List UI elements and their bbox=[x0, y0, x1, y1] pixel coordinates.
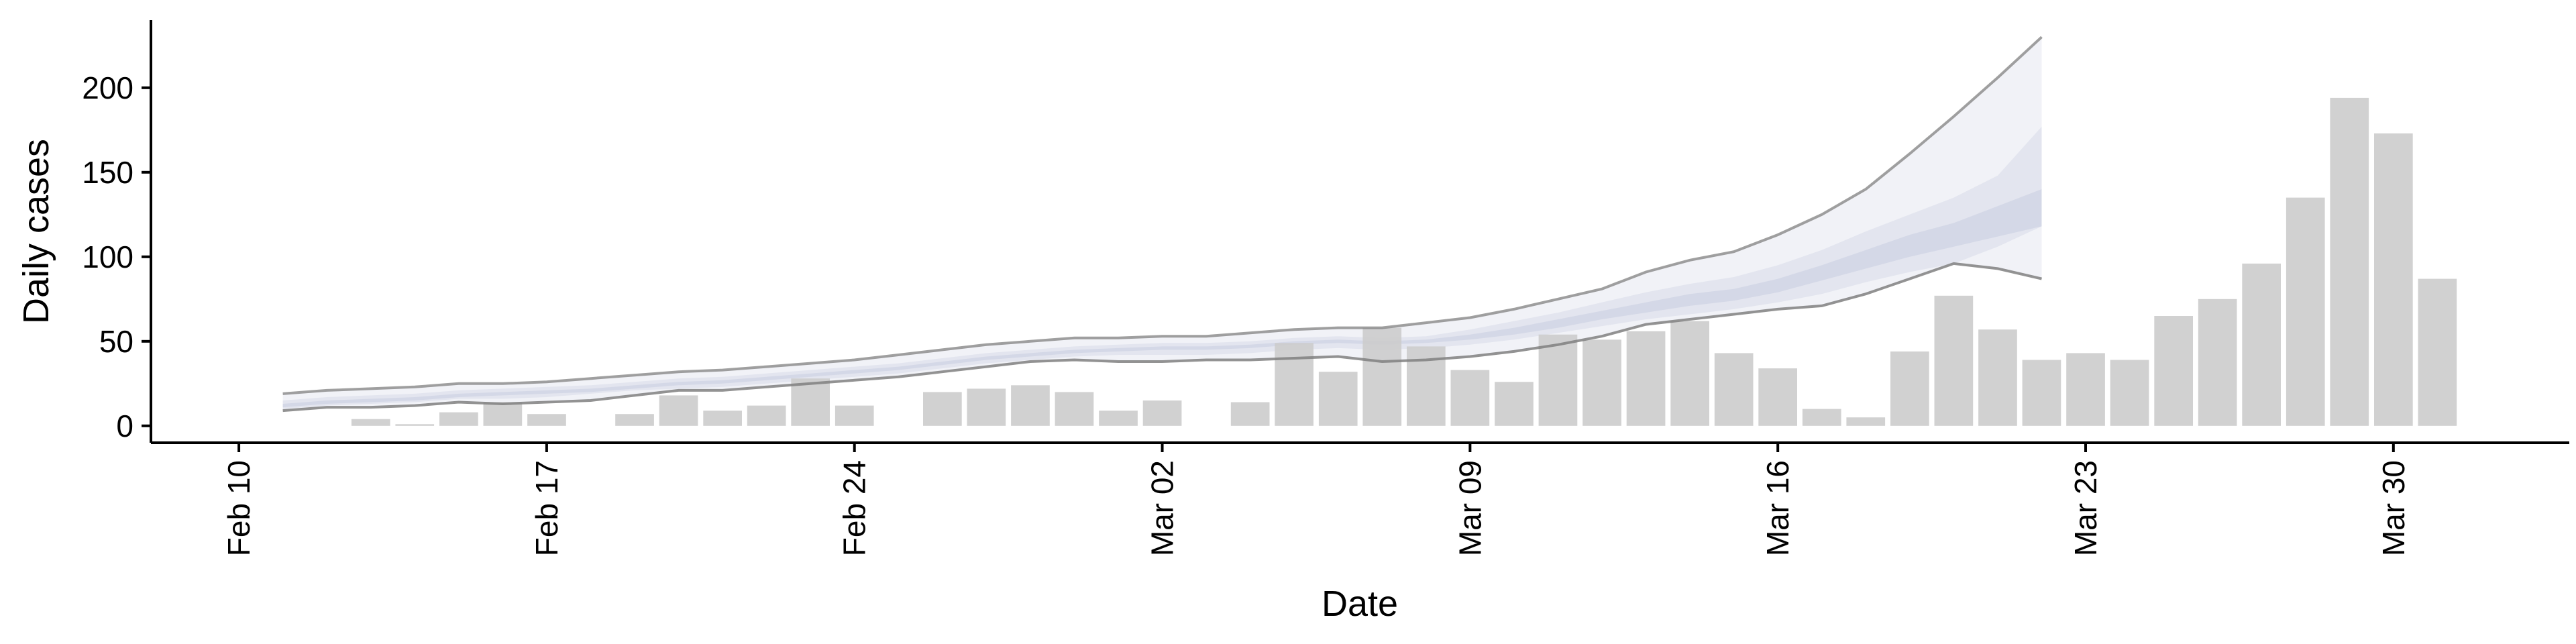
case-bar bbox=[439, 412, 478, 426]
case-bar bbox=[1538, 334, 1578, 426]
case-bar bbox=[1846, 417, 1886, 426]
case-bar bbox=[1318, 372, 1358, 426]
case-bar bbox=[527, 414, 566, 426]
case-bar bbox=[967, 388, 1006, 426]
case-bar bbox=[1275, 343, 1313, 426]
case-bar bbox=[1142, 400, 1182, 426]
x-ticks: Feb 10 Feb 17 Feb 24 Mar 02 Mar 09 Mar 16 Mar … bbox=[221, 443, 2411, 556]
band-50-interval bbox=[282, 126, 2042, 409]
x-tick-label: Mar 23 bbox=[2068, 460, 2103, 556]
y-tick-label: 0 bbox=[116, 409, 133, 443]
band-20-interval bbox=[282, 189, 2042, 408]
case-bar bbox=[2154, 316, 2193, 426]
case-bar bbox=[659, 395, 698, 426]
x-tick-label: Mar 09 bbox=[1452, 460, 1487, 556]
case-bar bbox=[2330, 97, 2369, 426]
case-bar bbox=[703, 411, 742, 426]
case-bar bbox=[2286, 197, 2325, 426]
estimate-bands bbox=[282, 37, 2042, 411]
case-bar bbox=[1055, 392, 1094, 426]
case-bar bbox=[791, 378, 830, 426]
x-tick-label: Feb 17 bbox=[529, 460, 564, 556]
y-ticks: 0 50 100 150 200 bbox=[82, 70, 151, 443]
case-bar bbox=[395, 424, 435, 426]
case-bar bbox=[1582, 339, 1621, 426]
case-bar bbox=[923, 392, 962, 426]
case-bar bbox=[1670, 321, 1709, 426]
x-tick-label: Mar 16 bbox=[1760, 460, 1795, 556]
case-bar bbox=[2110, 360, 2149, 426]
y-tick-label: 200 bbox=[82, 70, 133, 105]
case-bar bbox=[1495, 382, 1534, 426]
x-tick-label: Feb 10 bbox=[221, 460, 256, 556]
case-bar bbox=[1714, 353, 1754, 426]
case-bar bbox=[1934, 295, 1974, 426]
case-bar bbox=[1758, 368, 1797, 426]
case-bar bbox=[2374, 133, 2413, 426]
x-tick-label: Mar 30 bbox=[2376, 460, 2411, 556]
case-bar bbox=[1626, 331, 1666, 426]
case-bar bbox=[1802, 409, 1841, 426]
case-bars bbox=[351, 97, 2457, 426]
case-bar bbox=[483, 402, 523, 426]
case-bar bbox=[1099, 411, 1138, 426]
case-bar bbox=[1450, 370, 1490, 426]
case-bar bbox=[1978, 329, 2017, 426]
x-axis-title: Date bbox=[1322, 584, 1398, 624]
case-bar bbox=[615, 414, 654, 426]
y-axis-title: Daily cases bbox=[16, 139, 56, 324]
case-bar bbox=[2242, 263, 2281, 426]
case-bar bbox=[1011, 385, 1050, 426]
lower-bound-line bbox=[282, 262, 2042, 413]
x-tick-label: Mar 02 bbox=[1145, 460, 1180, 556]
case-bar bbox=[351, 419, 390, 426]
case-bar bbox=[2022, 360, 2061, 426]
estimate-lines bbox=[282, 36, 2043, 413]
case-bar bbox=[2418, 278, 2457, 426]
case-bar bbox=[1362, 327, 1402, 426]
case-bar bbox=[2198, 299, 2237, 426]
case-bar bbox=[835, 405, 874, 426]
upper-bound-line bbox=[282, 36, 2043, 395]
x-tick-label: Feb 24 bbox=[837, 460, 872, 556]
case-bar bbox=[1230, 402, 1270, 426]
y-tick-label: 100 bbox=[82, 239, 133, 274]
y-tick-label: 150 bbox=[82, 155, 133, 190]
case-bar bbox=[747, 405, 786, 426]
case-bar bbox=[2066, 353, 2105, 426]
case-bar bbox=[1890, 351, 1929, 426]
y-tick-label: 50 bbox=[99, 324, 133, 359]
